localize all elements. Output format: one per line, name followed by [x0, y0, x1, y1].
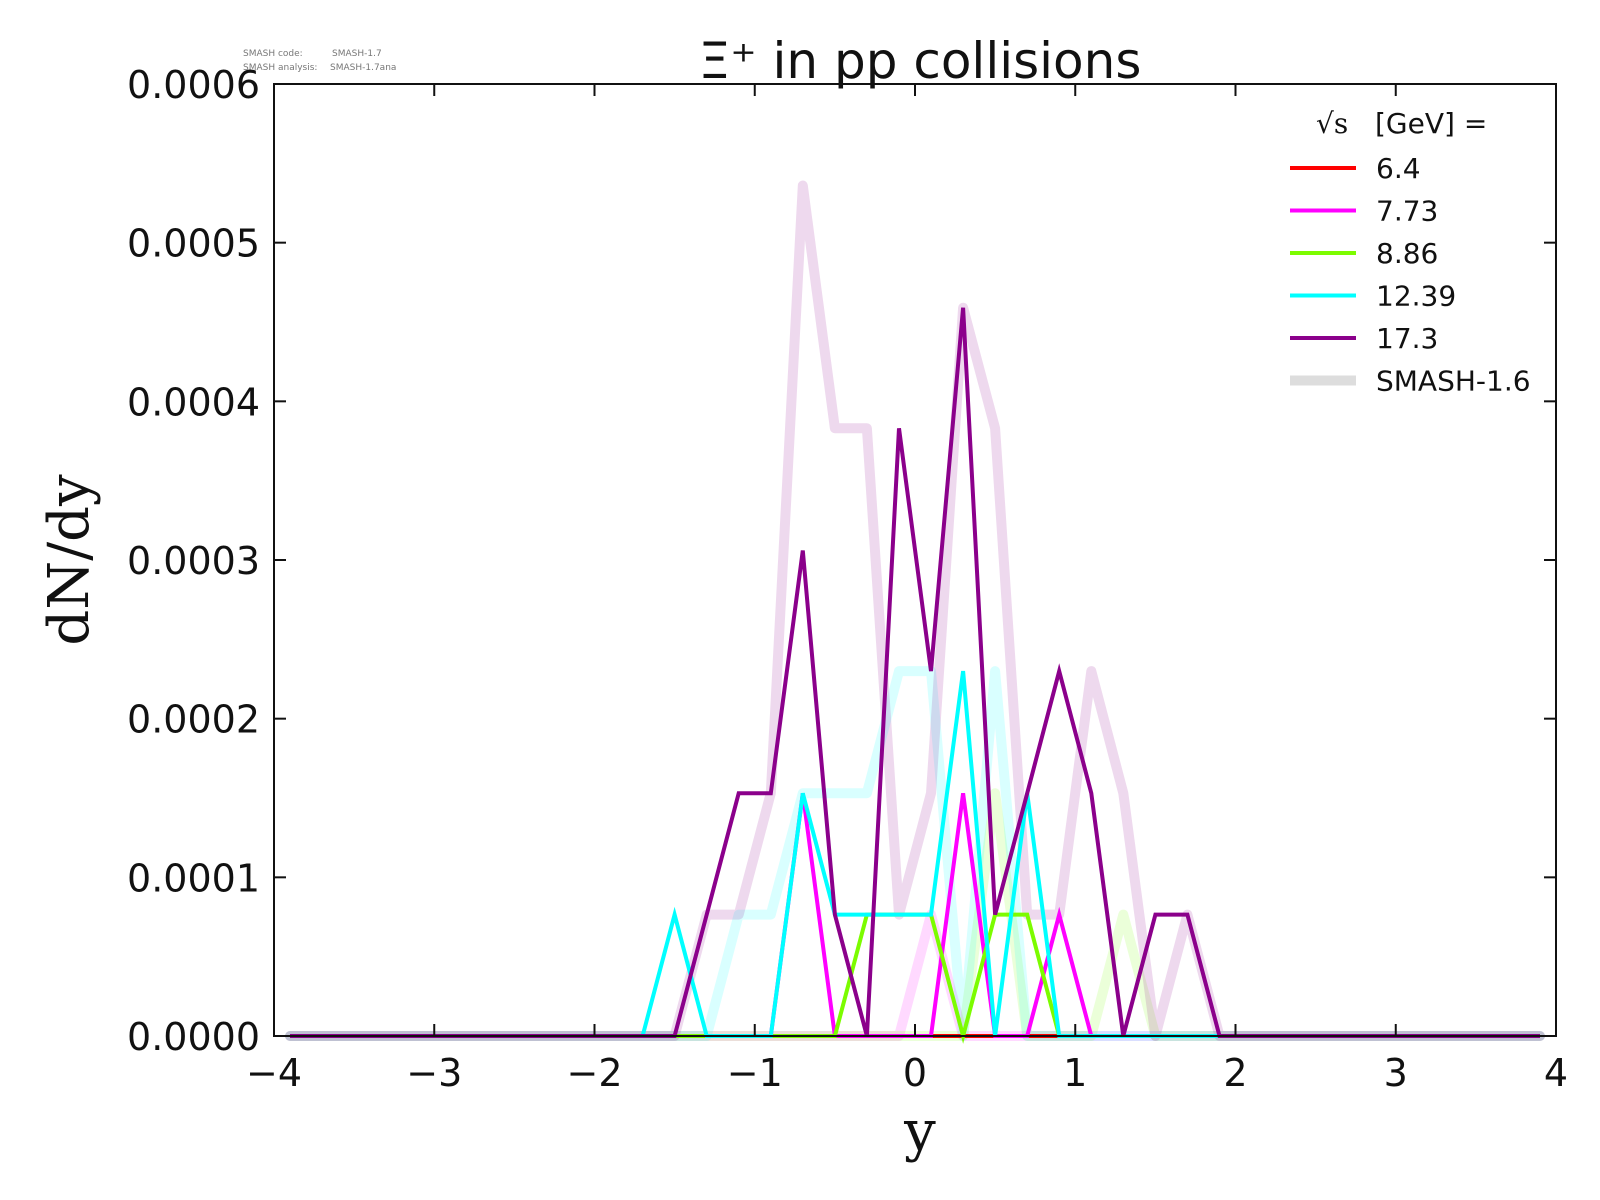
x-tick-label: −2 — [566, 1051, 622, 1095]
x-tick-label: 4 — [1544, 1051, 1568, 1095]
x-tick-label: −3 — [406, 1051, 462, 1095]
y-tick-label: 0.0003 — [127, 539, 260, 583]
chart-title: Ξ⁺ in pp collisions — [699, 32, 1142, 90]
reference-lines — [285, 180, 1545, 1041]
y-tick-label: 0.0000 — [127, 1015, 260, 1059]
y-tick-label: 0.0004 — [127, 380, 260, 424]
smash-analysis-value: SMASH-1.7ana — [330, 63, 396, 73]
reference-line-0 — [285, 909, 1545, 1041]
axis-ticks: −4 −3 −2 −1 0 1 2 3 4 0.0000 0.0001 0.0002 0.0003 0.0… — [127, 63, 1568, 1095]
legend-label: SMASH-1.6 — [1376, 365, 1531, 398]
x-tick-label: 3 — [1384, 1051, 1408, 1095]
y-tick-label: 0.0001 — [127, 856, 260, 900]
smash-code-value: SMASH-1.7 — [332, 49, 382, 59]
smash-code-label: SMASH code: — [243, 49, 303, 59]
x-tick-label: 2 — [1223, 1051, 1247, 1095]
y-tick-label: 0.0006 — [127, 63, 260, 107]
reference-line-3 — [285, 180, 1545, 1041]
legend-sqrt-s-symbol: √s — [1316, 107, 1348, 140]
x-tick-label: −4 — [246, 1051, 302, 1095]
legend-label: 17.3 — [1376, 322, 1438, 355]
y-tick-label: 0.0005 — [127, 222, 260, 266]
x-tick-label: −1 — [727, 1051, 783, 1095]
legend-label: 12.39 — [1376, 280, 1456, 313]
x-tick-label: 1 — [1063, 1051, 1087, 1095]
legend-label: 6.4 — [1376, 152, 1421, 185]
smash-analysis-label: SMASH analysis: — [243, 63, 317, 73]
x-tick-label: 0 — [903, 1051, 927, 1095]
legend-label: 8.86 — [1376, 237, 1438, 270]
series-line-17-3 — [290, 307, 1540, 1038]
legend: √s [GeV] = 6.4 7.73 8.86 12.39 17.3 SMASH-1.6 — [1290, 107, 1531, 398]
y-tick-label: 0.0002 — [127, 698, 260, 742]
legend-label: 7.73 — [1376, 195, 1438, 228]
y-axis-label: dN/dy — [37, 474, 102, 646]
legend-title: [GeV] = — [1375, 107, 1487, 140]
x-axis-label: y — [903, 1099, 936, 1164]
